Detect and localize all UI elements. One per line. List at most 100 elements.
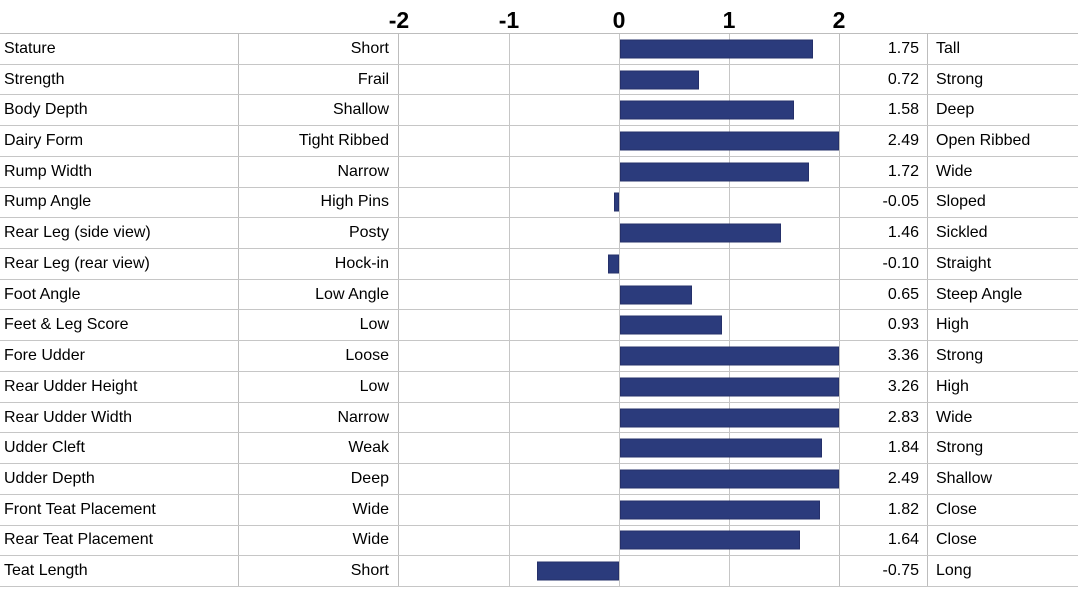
trait-name-cell: Feet & Leg Score xyxy=(0,310,239,341)
high-descriptor-cell: Sloped xyxy=(936,193,986,211)
high-descriptor-cell: Strong xyxy=(936,70,984,88)
gridline-plus1 xyxy=(729,249,730,279)
sta-value-cell: 2.83 xyxy=(840,402,928,433)
trait-name-cell: Dairy Form xyxy=(0,126,239,156)
sta-value-cell: 1.72 xyxy=(840,156,928,187)
sta-bar xyxy=(620,377,839,397)
table-row: Feet & Leg Score Low 0.93 High xyxy=(0,310,1078,342)
bar-chart-cell xyxy=(399,279,840,310)
table-row: Teat Length Short -0.75 Long xyxy=(0,556,1078,587)
trait-name-cell: Teat Length xyxy=(0,556,239,586)
sta-value-cell: 1.84 xyxy=(840,433,928,464)
high-descriptor-cell: Strong xyxy=(936,347,984,365)
sta-value-cell: -0.10 xyxy=(840,249,928,279)
gridline-minus1 xyxy=(509,126,510,156)
table-row: Rump Angle High Pins -0.05 Sloped xyxy=(0,187,1078,219)
sta-value-cell: 0.65 xyxy=(840,279,928,310)
gridline-zero xyxy=(619,341,620,371)
high-descriptor-cell: Long xyxy=(936,562,972,580)
trait-name-cell: Rear Teat Placement xyxy=(0,525,239,556)
low-descriptor-cell: Low xyxy=(239,310,399,341)
trait-name-cell: Rear Udder Height xyxy=(0,371,239,402)
low-descriptor-cell: Posty xyxy=(239,218,399,249)
trait-name-cell: Rump Width xyxy=(0,156,239,187)
low-descriptor-cell: Wide xyxy=(239,494,399,525)
gridline-zero xyxy=(619,64,620,95)
gridline-zero xyxy=(619,156,620,187)
gridline-zero xyxy=(619,371,620,402)
low-descriptor-cell: Deep xyxy=(239,464,399,494)
low-descriptor-cell: Loose xyxy=(239,341,399,371)
gridline-minus1 xyxy=(509,433,510,464)
gridline-minus1 xyxy=(509,279,510,310)
gridline-minus1 xyxy=(509,464,510,494)
table-row: Udder Depth Deep 2.49 Shallow xyxy=(0,464,1078,495)
trait-name-cell: Fore Udder xyxy=(0,341,239,371)
gridline-plus1 xyxy=(729,64,730,95)
bar-chart-cell xyxy=(399,464,840,494)
trait-name-cell: Udder Cleft xyxy=(0,433,239,464)
sta-bar xyxy=(620,100,794,120)
gridline-minus1 xyxy=(509,402,510,433)
trait-rows: Stature Short 1.75 Tall Strength Frail 0… xyxy=(0,33,1078,587)
gridline-zero xyxy=(619,494,620,525)
sta-bar xyxy=(608,254,619,274)
gridline-zero xyxy=(619,310,620,341)
high-descriptor-cell: High xyxy=(936,316,969,334)
trait-name-cell: Rear Leg (rear view) xyxy=(0,249,239,279)
high-descriptor-cell: Wide xyxy=(936,162,973,180)
bar-chart-cell xyxy=(399,341,840,371)
gridline-zero xyxy=(619,433,620,464)
bar-chart-cell xyxy=(399,249,840,279)
high-descriptor-cell: High xyxy=(936,377,969,395)
sta-value-cell: 1.82 xyxy=(840,494,928,525)
low-descriptor-cell: Tight Ribbed xyxy=(239,126,399,156)
axis-tick-label: 2 xyxy=(832,7,846,33)
sta-bar xyxy=(620,315,723,335)
bar-chart-cell xyxy=(399,433,840,464)
low-descriptor-cell: Narrow xyxy=(239,402,399,433)
bar-chart-cell xyxy=(399,525,840,556)
gridline-minus1 xyxy=(509,187,510,218)
table-row: Rear Teat Placement Wide 1.64 Close xyxy=(0,525,1078,557)
axis-tick-label: 1 xyxy=(722,7,736,33)
bar-chart-cell xyxy=(399,34,840,64)
low-descriptor-cell: High Pins xyxy=(239,187,399,218)
gridline-zero xyxy=(619,402,620,433)
gridline-zero xyxy=(619,34,620,64)
table-row: Strength Frail 0.72 Strong xyxy=(0,64,1078,96)
table-row: Front Teat Placement Wide 1.82 Close xyxy=(0,494,1078,526)
trait-name-cell: Strength xyxy=(0,64,239,95)
high-descriptor-cell: Tall xyxy=(936,39,961,57)
low-descriptor-cell: Short xyxy=(239,34,399,64)
sta-value-cell: 0.72 xyxy=(840,64,928,95)
gridline-minus1 xyxy=(509,525,510,556)
sta-value-cell: 1.46 xyxy=(840,218,928,249)
gridline-zero xyxy=(619,95,620,126)
gridline-zero xyxy=(619,556,620,586)
sta-bar xyxy=(620,530,801,550)
axis-tick-label: 0 xyxy=(612,7,626,33)
high-descriptor-cell: Wide xyxy=(936,408,973,426)
high-descriptor-cell: Sickled xyxy=(936,224,988,242)
low-descriptor-cell: Wide xyxy=(239,525,399,556)
sta-value-cell: 2.49 xyxy=(840,126,928,156)
table-row: Rear Udder Width Narrow 2.83 Wide xyxy=(0,402,1078,434)
table-row: Rear Leg (rear view) Hock-in -0.10 Strai… xyxy=(0,249,1078,280)
bar-chart-cell xyxy=(399,64,840,95)
bar-chart-cell xyxy=(399,126,840,156)
low-descriptor-cell: Shallow xyxy=(239,95,399,126)
gridline-zero xyxy=(619,464,620,494)
table-row: Udder Cleft Weak 1.84 Strong xyxy=(0,433,1078,465)
bar-chart-cell xyxy=(399,556,840,586)
gridline-minus1 xyxy=(509,218,510,249)
gridline-plus1 xyxy=(729,556,730,586)
bar-chart-cell xyxy=(399,218,840,249)
gridline-minus1 xyxy=(509,341,510,371)
sta-value-cell: 1.58 xyxy=(840,95,928,126)
axis-tick-label: -2 xyxy=(388,7,410,33)
sta-bar xyxy=(620,469,839,489)
gridline-minus1 xyxy=(509,156,510,187)
sta-value-cell: 3.36 xyxy=(840,341,928,371)
